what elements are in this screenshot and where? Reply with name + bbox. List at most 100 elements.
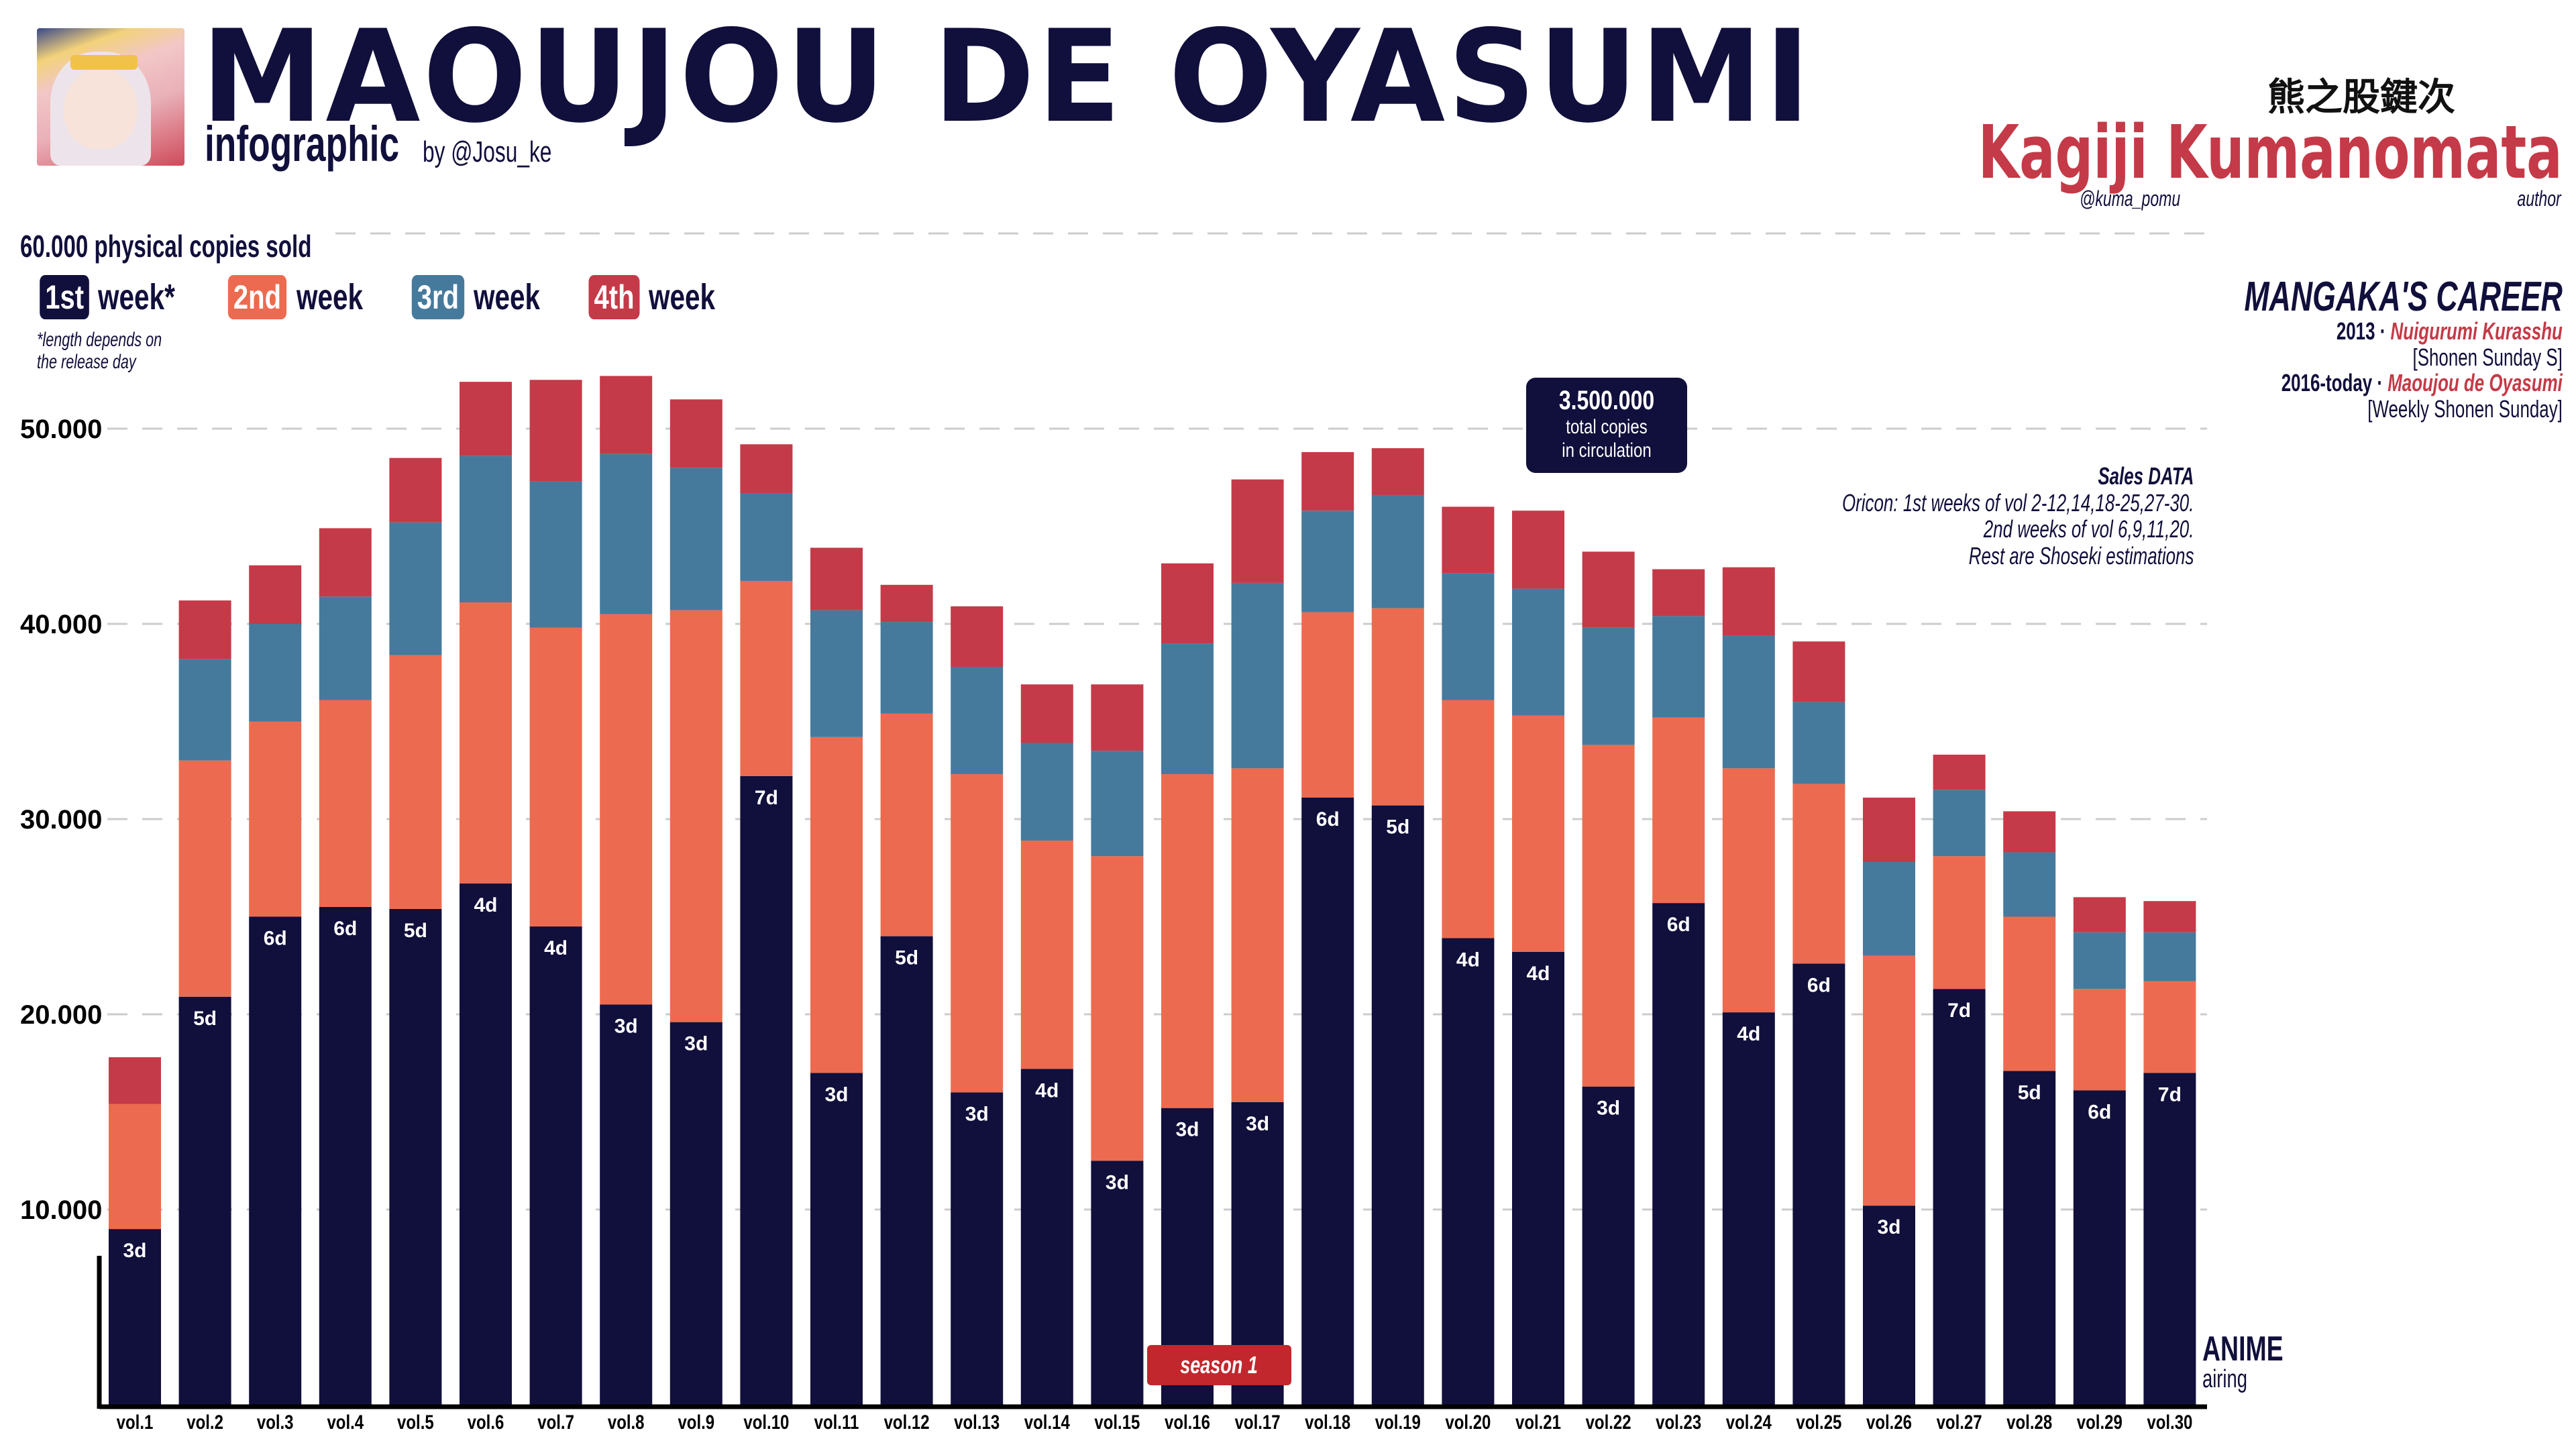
bar-segment-week3 (1582, 627, 1635, 745)
first-week-days-label: 4d (1035, 1079, 1059, 1102)
x-tick-label: vol.27 (1937, 1410, 1982, 1433)
chart-legend: 1st week* 2nd week 3rd week 4th week (34, 275, 757, 319)
bar-segment-week1 (319, 906, 372, 1405)
bar-segment-week4 (2073, 897, 2126, 932)
first-week-days-label: 3d (1877, 1216, 1900, 1238)
career-work: Nuigurumi Kurasshu (2390, 317, 2563, 345)
first-week-days-label: 3d (824, 1083, 848, 1106)
bar-segment-week2 (389, 655, 442, 909)
bar-segment-week3 (1512, 588, 1564, 716)
x-tick-label: vol.13 (954, 1410, 1000, 1433)
bar-segment-week2 (1512, 715, 1564, 952)
bar-segment-week3 (389, 522, 442, 655)
bar-segment-week2 (951, 774, 1004, 1093)
x-tick-label: vol.8 (608, 1410, 645, 1433)
season-label: season 1 (1180, 1351, 1258, 1379)
bar-segment-week2 (1231, 768, 1284, 1102)
anime-title: ANIME (2202, 1330, 2284, 1368)
bar-segment-week2 (1652, 717, 1705, 904)
x-tick-label: vol.16 (1165, 1410, 1210, 1433)
bar-segment-week3 (1652, 616, 1705, 718)
x-tick-label: vol.5 (397, 1410, 434, 1433)
first-week-days-label: 6d (1667, 914, 1690, 936)
bar-segment-week1 (1722, 1012, 1775, 1405)
first-week-days-label: 5d (1386, 816, 1409, 839)
bar-segment-week3 (319, 596, 372, 700)
sales-data-line: Oricon: 1st weeks of vol 2-12,14,18-25,2… (1841, 488, 2194, 517)
x-tick-label: vol.17 (1235, 1410, 1281, 1433)
bar-segment-week4 (1863, 797, 1915, 863)
legend-swatch: 3rd (412, 275, 465, 319)
x-tick-label: vol.2 (186, 1410, 223, 1433)
career-year: 2016-today · (2281, 369, 2383, 397)
bar-segment-week4 (1371, 448, 1424, 495)
first-week-days-label: 7d (755, 787, 778, 809)
y-axis-top-label: 60.000 physical copies sold (20, 229, 312, 264)
x-tick-label: vol.19 (1375, 1410, 1421, 1433)
legend-label: week (474, 277, 541, 317)
bar-segment-week1 (109, 1229, 161, 1405)
legend-item-week2: 2nd week (221, 275, 385, 319)
first-week-days-label: 7d (2158, 1083, 2182, 1106)
y-tick-label: 20.000 (20, 1000, 102, 1030)
bar-segment-week4 (880, 584, 933, 623)
bar-segment-week2 (600, 614, 653, 1005)
bar-segment-week3 (1231, 582, 1284, 769)
first-week-days-label: 4d (1526, 963, 1550, 985)
subtitle: infographic (205, 116, 400, 172)
x-tick-label: vol.9 (678, 1410, 714, 1433)
y-tick-label: 30.000 (20, 805, 102, 835)
first-week-days-label: 7d (1947, 1000, 1971, 1022)
bar-segment-week2 (1371, 608, 1424, 806)
legend-swatch: 2nd (228, 275, 287, 319)
legend-item-week4: 4th week (582, 275, 737, 319)
bar-segment-week3 (1442, 573, 1495, 700)
author-name-jp: 熊之股鍵次 (2267, 76, 2455, 119)
bar-segment-week4 (1933, 754, 1986, 790)
bar-segment-week2 (2003, 916, 2056, 1071)
bar-segment-week3 (669, 468, 722, 610)
author-handle: @kuma_pomu (2080, 186, 2181, 211)
bar-segment-week2 (529, 627, 582, 927)
y-tick-label: 40.000 (20, 610, 102, 639)
bar-segment-week1 (880, 936, 933, 1405)
career-magazine: [Weekly Shonen Sunday] (2367, 395, 2563, 423)
bar-segment-week3 (740, 493, 793, 581)
sales-data-line: Rest are Shoseki estimations (1968, 541, 2194, 570)
bar-segment-week4 (740, 444, 793, 494)
first-week-days-label: 3d (965, 1103, 989, 1125)
total-copies-text: in circulation (1562, 439, 1652, 462)
footnote-line: the release day (37, 351, 136, 373)
bar-segment-week3 (1371, 494, 1424, 608)
season-1-marker: season 1 (1147, 1345, 1291, 1385)
bar-segment-week4 (1652, 569, 1705, 616)
page-title: MAOUJOU DE OYASUMI (201, 3, 1813, 151)
x-tick-label: vol.3 (257, 1410, 294, 1433)
first-week-days-label: 4d (474, 894, 497, 916)
x-tick-label: vol.25 (1796, 1410, 1841, 1433)
x-tick-label: vol.4 (327, 1410, 364, 1433)
x-tick-label: vol.6 (468, 1410, 504, 1433)
sales-data-line: 2nd weeks of vol 6,9,11,20. (1983, 515, 2194, 543)
first-week-days-label: 4d (1456, 949, 1480, 971)
first-week-days-label: 5d (895, 947, 918, 969)
first-week-days-label: 6d (2088, 1101, 2111, 1123)
bar-segment-week4 (389, 458, 442, 523)
bar-segment-week4 (951, 606, 1004, 667)
first-week-days-label: 3d (1106, 1171, 1129, 1193)
x-tick-label: vol.23 (1656, 1410, 1701, 1433)
bar-segment-week3 (2073, 932, 2126, 989)
bar-segment-week4 (1722, 567, 1775, 636)
bar-segment-week1 (1652, 903, 1705, 1405)
legend-footnote: *length depends on the release day (37, 329, 162, 373)
bar-segment-week4 (1020, 684, 1073, 743)
bar-segment-week3 (1863, 862, 1915, 956)
bar-segment-week3 (1792, 702, 1845, 784)
bar-segment-week1 (249, 916, 302, 1405)
bar-segment-week2 (1442, 700, 1495, 938)
bar-segment-week3 (2003, 852, 2056, 917)
bar-segment-week2 (740, 580, 793, 776)
bar-segment-week1 (1371, 805, 1424, 1405)
x-tick-label: vol.28 (2006, 1410, 2052, 1433)
